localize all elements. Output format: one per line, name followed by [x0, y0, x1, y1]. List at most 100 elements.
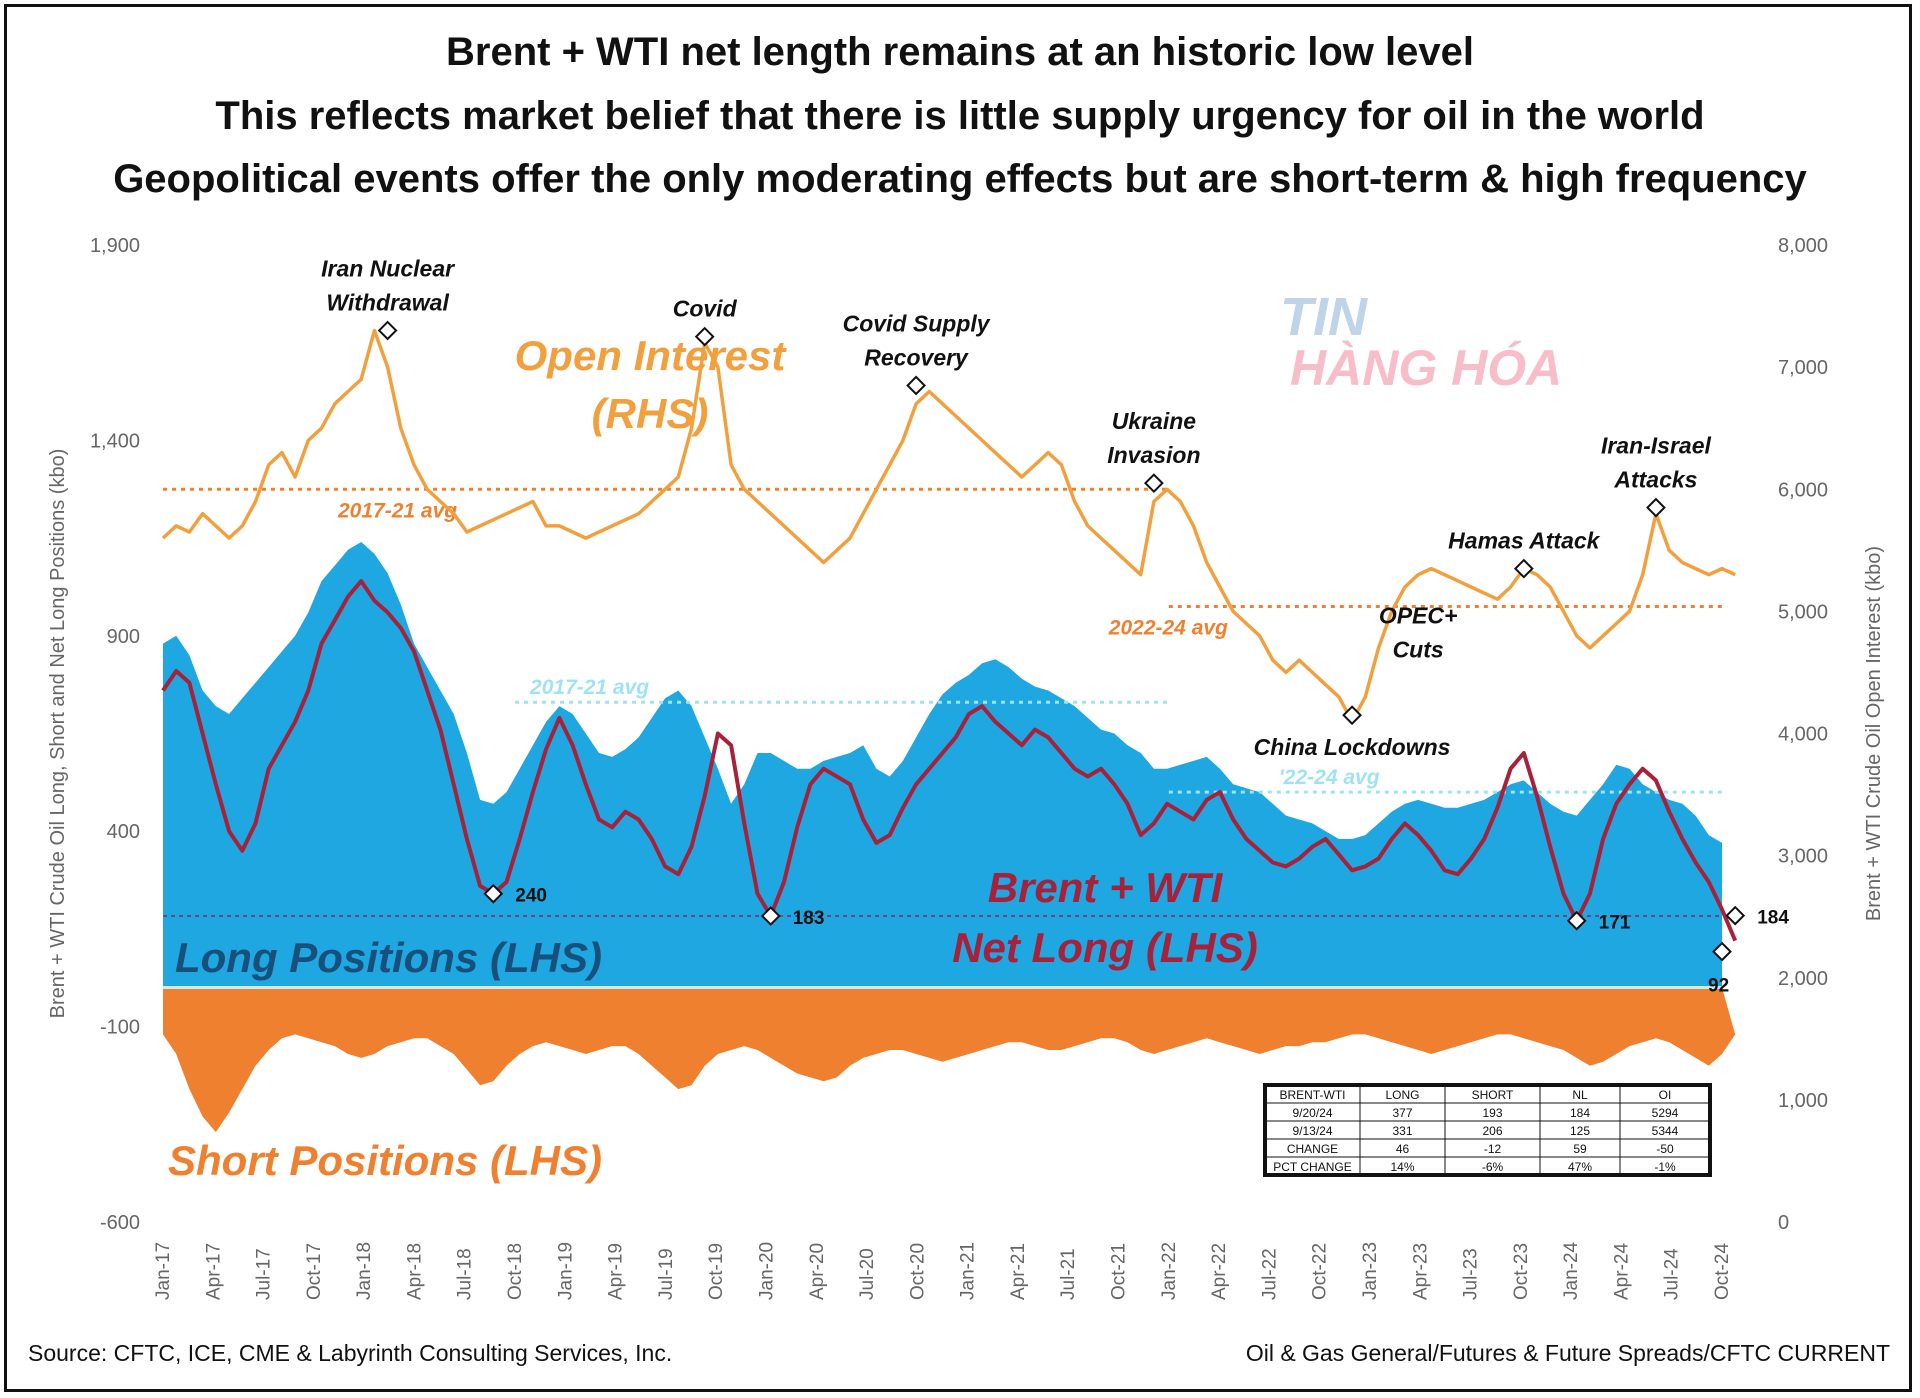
- data-table-value: 125: [1570, 1124, 1590, 1138]
- value-marker: [1566, 910, 1587, 931]
- y-right-tick-label: 7,000: [1778, 357, 1828, 379]
- y-right-tick-label: 1,000: [1778, 1090, 1828, 1112]
- data-table-value: CHANGE: [1287, 1142, 1338, 1156]
- data-table-value: 193: [1482, 1106, 1502, 1120]
- value-label: 240: [515, 886, 547, 907]
- data-table-value: 9/20/24: [1292, 1106, 1332, 1120]
- data-table-value: 184: [1570, 1106, 1590, 1120]
- data-table-header: NL: [1572, 1088, 1588, 1102]
- value-marker: [760, 906, 781, 926]
- chart-title-line-2: This reflects market belief that there i…: [215, 94, 1705, 138]
- event-marker: [377, 320, 398, 341]
- average-label: '22-24 avg: [1279, 766, 1380, 789]
- x-tick-label: Apr-19: [606, 1243, 627, 1300]
- value-label: 184: [1757, 908, 1789, 929]
- event-annotation: Recovery: [864, 344, 969, 370]
- category-note: Oil & Gas General/Futures & Future Sprea…: [1245, 1340, 1890, 1366]
- long-positions-area: [163, 542, 1722, 988]
- data-table-value: 206: [1482, 1124, 1502, 1138]
- event-marker: [1646, 497, 1666, 518]
- event-annotation: Covid Supply: [843, 310, 991, 336]
- data-table-value: 59: [1573, 1142, 1587, 1156]
- x-tick-label: Oct-24: [1712, 1243, 1733, 1300]
- event-annotation: China Lockdowns: [1254, 734, 1451, 760]
- x-tick-label: Oct-21: [1109, 1243, 1130, 1300]
- data-table-header: BRENT-WTI: [1280, 1088, 1346, 1102]
- event-annotation: Cuts: [1393, 637, 1444, 663]
- y-right-tick-label: 5,000: [1778, 601, 1828, 623]
- x-tick-label: Apr-21: [1008, 1243, 1029, 1300]
- net-long-line: [161, 579, 1738, 942]
- x-tick-label: Apr-20: [807, 1243, 828, 1300]
- y-left-tick-label: 1,900: [90, 235, 140, 257]
- event-marker: [1143, 473, 1164, 494]
- event-marker: [906, 375, 926, 396]
- y-left-tick-label: -100: [100, 1017, 140, 1039]
- short-positions-area: [163, 987, 1736, 1133]
- data-table-value: 5344: [1652, 1124, 1679, 1138]
- net-long-series-label: Brent + WTI: [988, 864, 1224, 911]
- x-tick-label: Jan-23: [1360, 1242, 1381, 1300]
- x-tick-label: Apr-24: [1611, 1243, 1632, 1300]
- figure-border: [4, 4, 1912, 1392]
- data-table-value: 377: [1392, 1106, 1412, 1120]
- x-tick-label: Apr-22: [1209, 1243, 1230, 1300]
- y-right-tick-label: 4,000: [1778, 724, 1828, 746]
- y-left-tick-label: -600: [100, 1212, 140, 1234]
- data-table-value: 331: [1392, 1124, 1412, 1138]
- y-left-axis-label: Brent + WTI Crude Oil Long, Short and Ne…: [47, 449, 69, 1019]
- x-tick-label: Jul-23: [1461, 1248, 1482, 1300]
- source-note: Source: CFTC, ICE, CME & Labyrinth Consu…: [28, 1340, 673, 1366]
- data-table-value: -6%: [1482, 1160, 1504, 1174]
- y-right-axis-label: Brent + WTI Crude Oil Open Interest (kbo…: [1863, 546, 1885, 921]
- data-table-value: 9/13/24: [1292, 1124, 1332, 1138]
- value-label: 171: [1599, 913, 1631, 934]
- event-annotation: Covid: [673, 296, 738, 322]
- y-right-tick-label: 6,000: [1778, 479, 1828, 501]
- open-interest-series-label: (RHS): [592, 390, 709, 437]
- event-annotation: Ukraine: [1112, 408, 1197, 434]
- value-marker: [483, 883, 504, 904]
- chart-title-line-3: Geopolitical events offer the only moder…: [113, 157, 1807, 201]
- event-marker: [1342, 705, 1362, 726]
- x-tick-label: Oct-22: [1310, 1243, 1331, 1300]
- data-table-value: 46: [1396, 1142, 1410, 1156]
- event-annotation: Withdrawal: [326, 289, 449, 315]
- event-annotation: Attacks: [1613, 467, 1697, 493]
- x-tick-label: Oct-20: [907, 1243, 928, 1300]
- x-tick-label: Jul-21: [1058, 1248, 1079, 1300]
- x-tick-label: Jul-22: [1259, 1248, 1280, 1300]
- event-annotation: OPEC+: [1379, 603, 1458, 629]
- logo-text-line2: HÀNG HÓA: [1290, 340, 1562, 396]
- event-marker: [694, 326, 715, 347]
- data-table-value: -50: [1656, 1142, 1674, 1156]
- data-table-value: -1%: [1654, 1160, 1676, 1174]
- event-annotation: Invasion: [1107, 442, 1200, 468]
- x-tick-label: Jul-20: [857, 1248, 878, 1300]
- data-table-value: -12: [1484, 1142, 1502, 1156]
- net-long-series-label: Net Long (LHS): [952, 924, 1258, 971]
- y-right-tick-label: 3,000: [1778, 846, 1828, 868]
- event-annotation: Hamas Attack: [1448, 528, 1600, 554]
- y-left-tick-label: 400: [107, 821, 140, 843]
- y-right-tick-label: 0: [1778, 1212, 1789, 1234]
- data-table-header: OI: [1659, 1088, 1672, 1102]
- x-tick-label: Jan-19: [555, 1242, 576, 1300]
- data-table-header: LONG: [1385, 1088, 1419, 1102]
- value-marker: [1725, 905, 1746, 926]
- x-tick-label: Apr-17: [203, 1243, 224, 1300]
- x-tick-label: Jan-22: [1159, 1242, 1180, 1300]
- x-tick-label: Oct-19: [706, 1243, 727, 1300]
- x-tick-label: Jan-21: [958, 1242, 979, 1300]
- data-table-value: PCT CHANGE: [1273, 1160, 1351, 1174]
- x-tick-label: Jan-20: [756, 1242, 777, 1300]
- x-tick-label: Oct-17: [304, 1243, 325, 1300]
- event-annotation: Iran-Israel: [1601, 433, 1712, 459]
- long-series-label: Long Positions (LHS): [175, 934, 602, 981]
- value-marker: [1712, 941, 1732, 962]
- data-table-header: SHORT: [1472, 1088, 1514, 1102]
- short-series-label: Short Positions (LHS): [168, 1137, 602, 1184]
- average-label: 2017-21 avg: [529, 676, 649, 699]
